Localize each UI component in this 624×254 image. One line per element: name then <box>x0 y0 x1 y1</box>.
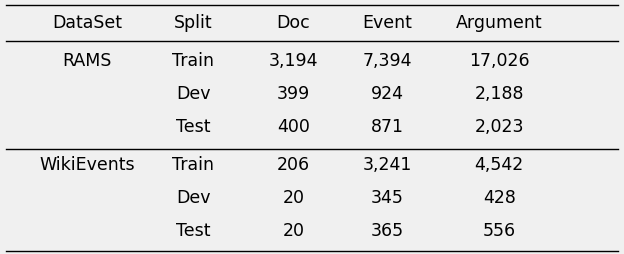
Text: 17,026: 17,026 <box>469 52 530 70</box>
Text: 3,194: 3,194 <box>268 52 318 70</box>
Text: Test: Test <box>176 118 211 136</box>
Text: 345: 345 <box>371 189 403 207</box>
Text: Split: Split <box>174 14 213 32</box>
Text: 871: 871 <box>371 118 403 136</box>
Text: 556: 556 <box>482 222 516 240</box>
Text: 20: 20 <box>282 189 305 207</box>
Text: 365: 365 <box>370 222 404 240</box>
Text: 4,542: 4,542 <box>475 156 524 174</box>
Text: 2,023: 2,023 <box>474 118 524 136</box>
Text: 400: 400 <box>277 118 310 136</box>
Text: RAMS: RAMS <box>62 52 112 70</box>
Text: 206: 206 <box>276 156 310 174</box>
Text: 428: 428 <box>483 189 515 207</box>
Text: 399: 399 <box>276 85 310 103</box>
Text: Event: Event <box>362 14 412 32</box>
Text: DataSet: DataSet <box>52 14 122 32</box>
Text: Test: Test <box>176 222 211 240</box>
Text: Argument: Argument <box>456 14 542 32</box>
Text: Doc: Doc <box>276 14 310 32</box>
Text: 2,188: 2,188 <box>474 85 524 103</box>
Text: Dev: Dev <box>176 85 211 103</box>
Text: Train: Train <box>172 156 215 174</box>
Text: 3,241: 3,241 <box>362 156 412 174</box>
Text: Train: Train <box>172 52 215 70</box>
Text: 7,394: 7,394 <box>362 52 412 70</box>
Text: 20: 20 <box>282 222 305 240</box>
Text: WikiEvents: WikiEvents <box>39 156 135 174</box>
Text: 924: 924 <box>371 85 403 103</box>
Text: Dev: Dev <box>176 189 211 207</box>
